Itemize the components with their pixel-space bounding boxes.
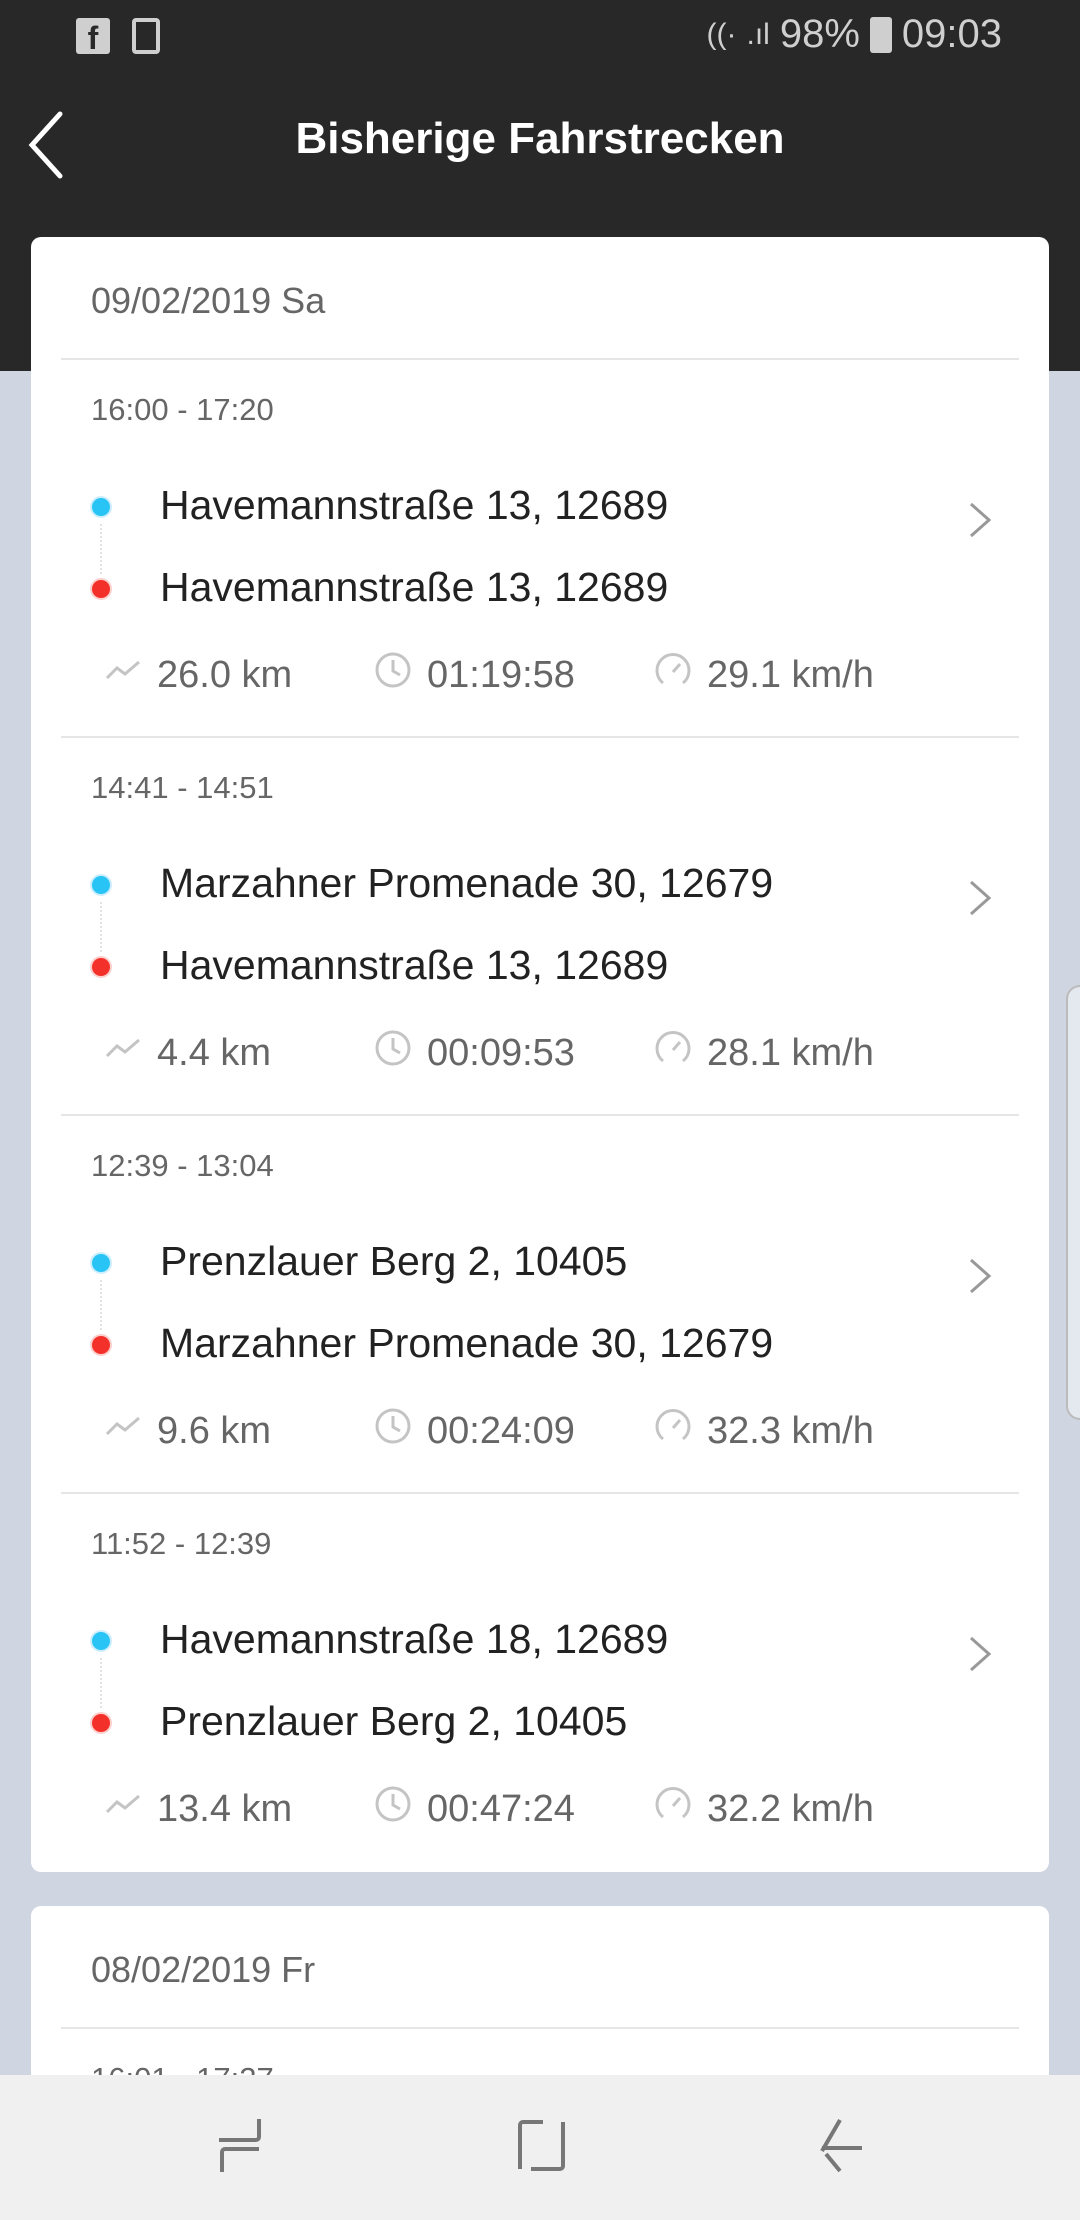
trip-duration: 00:09:53: [427, 1031, 575, 1074]
chevron-right-icon[interactable]: [965, 1634, 995, 1674]
trip-speed: 29.1 km/h: [707, 653, 874, 696]
scroll-edge-handle[interactable]: [1066, 985, 1080, 1420]
end-dot-icon: [92, 580, 110, 598]
route-icon: [103, 1406, 143, 1456]
battery-percent: 98%: [779, 12, 860, 56]
trip-stats: 9.6 km 00:24:09 32.3 km/h: [103, 1406, 874, 1456]
trip-time: 16:00 - 17:20: [91, 392, 274, 427]
chevron-right-icon[interactable]: [965, 878, 995, 918]
speedometer-icon: [653, 650, 693, 700]
end-dot-icon: [92, 1714, 110, 1732]
status-bar: f ((· .ıl 98% 09:03: [0, 0, 1080, 72]
start-address: Havemannstraße 13, 12689: [160, 482, 669, 528]
day-card: 09/02/2019 Sa 16:00 - 17:20 Havemannstra…: [31, 237, 1049, 1872]
end-address: Marzahner Promenade 30, 12679: [160, 1320, 774, 1366]
end-dot-icon: [92, 1336, 110, 1354]
back-arrow-icon[interactable]: [26, 110, 86, 180]
trip-duration: 00:24:09: [427, 1409, 575, 1452]
trip-speed: 32.2 km/h: [707, 1787, 874, 1830]
trip-stats: 4.4 km 00:09:53 28.1 km/h: [103, 1028, 874, 1078]
system-nav-bar: [0, 2075, 1080, 2220]
route-icon: [103, 1028, 143, 1078]
end-dot-icon: [92, 958, 110, 976]
route-connector: [100, 902, 102, 952]
signal-icon: .ıl: [746, 17, 770, 51]
trip-distance: 9.6 km: [157, 1409, 272, 1452]
start-dot-icon: [92, 876, 110, 894]
day-date: 09/02/2019 Sa: [61, 237, 1019, 360]
route-connector: [100, 524, 102, 574]
trip-row[interactable]: 11:52 - 12:39 Havemannstraße 18, 12689 P…: [61, 1494, 1019, 1872]
end-address: Havemannstraße 13, 12689: [160, 564, 669, 610]
trip-speed: 28.1 km/h: [707, 1031, 874, 1074]
end-address: Prenzlauer Berg 2, 10405: [160, 1698, 628, 1744]
trip-distance: 13.4 km: [157, 1787, 293, 1830]
trip-stats: 13.4 km 00:47:24 32.2 km/h: [103, 1784, 874, 1834]
start-dot-icon: [92, 1632, 110, 1650]
speedometer-icon: [653, 1406, 693, 1456]
clock-icon: [373, 650, 413, 700]
chevron-right-icon[interactable]: [965, 500, 995, 540]
clock: 09:03: [901, 12, 1002, 56]
speedometer-icon: [653, 1784, 693, 1834]
start-address: Havemannstraße 18, 12689: [160, 1616, 669, 1662]
trip-time: 11:52 - 12:39: [91, 1526, 272, 1561]
start-dot-icon: [92, 498, 110, 516]
trip-row[interactable]: 14:41 - 14:51 Marzahner Promenade 30, 12…: [61, 738, 1019, 1116]
route-connector: [100, 1280, 102, 1330]
trip-speed: 32.3 km/h: [707, 1409, 874, 1452]
home-icon[interactable]: [515, 2117, 575, 2177]
route-connector: [100, 1658, 102, 1708]
day-date: 08/02/2019 Fr: [61, 1906, 1019, 2029]
facebook-icon: f: [76, 18, 110, 56]
trip-row[interactable]: 12:39 - 13:04 Prenzlauer Berg 2, 10405 M…: [61, 1116, 1019, 1494]
trip-duration: 01:19:58: [427, 653, 575, 696]
speedometer-icon: [653, 1028, 693, 1078]
recent-apps-icon[interactable]: [215, 2117, 275, 2177]
battery-icon: [869, 16, 892, 53]
back-nav-icon[interactable]: [818, 2117, 878, 2177]
trip-row[interactable]: 16:00 - 17:20 Havemannstraße 13, 12689 H…: [61, 360, 1019, 738]
start-address: Prenzlauer Berg 2, 10405: [160, 1238, 628, 1284]
trip-time: 14:41 - 14:51: [91, 770, 274, 805]
end-address: Havemannstraße 13, 12689: [160, 942, 669, 988]
chevron-right-icon[interactable]: [965, 1256, 995, 1296]
trip-duration: 00:47:24: [427, 1787, 575, 1830]
trip-time: 12:39 - 13:04: [91, 1148, 274, 1183]
trip-distance: 4.4 km: [157, 1031, 272, 1074]
clock-icon: [373, 1406, 413, 1456]
app-header: Bisherige Fahrstrecken: [0, 72, 1080, 212]
trip-stats: 26.0 km 01:19:58 29.1 km/h: [103, 650, 874, 700]
start-dot-icon: [92, 1254, 110, 1272]
start-address: Marzahner Promenade 30, 12679: [160, 860, 774, 906]
clock-icon: [373, 1784, 413, 1834]
page-title: Bisherige Fahrstrecken: [295, 114, 785, 163]
route-icon: [103, 1784, 143, 1834]
clock-icon: [373, 1028, 413, 1078]
wifi-icon: ((·: [706, 17, 737, 51]
phone-clock-icon: [132, 18, 160, 54]
route-icon: [103, 650, 143, 700]
trip-distance: 26.0 km: [157, 653, 293, 696]
